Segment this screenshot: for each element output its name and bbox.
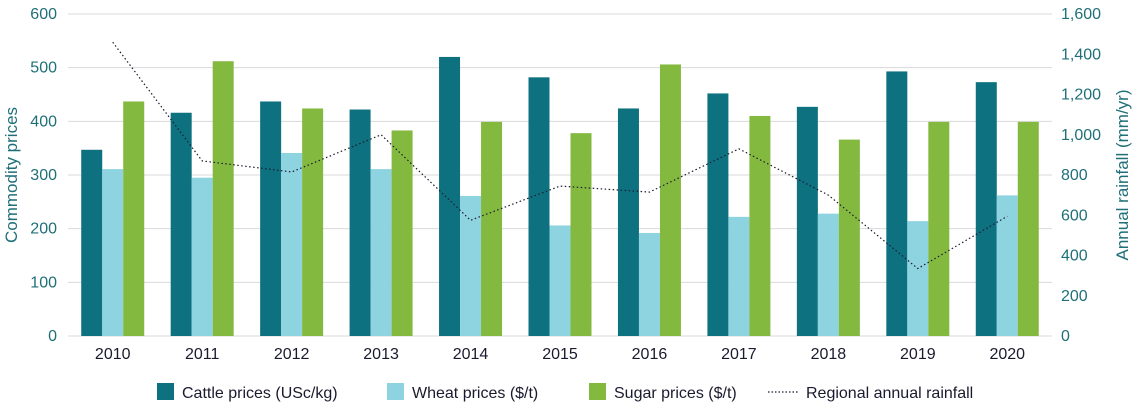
x-tick-label: 2010 [95,346,131,363]
bar-cattle [975,82,997,336]
rainfall-line-layer [112,41,1008,270]
bar-sugar [749,115,771,336]
bar-sugar [302,108,324,336]
y2-tick-label: 1,000 [1061,127,1101,144]
legend-label: Cattle prices (USc/kg) [182,385,338,402]
legend-swatch [589,383,606,400]
bar-sugar [659,64,681,337]
bar-sugar [481,121,503,337]
y2-tick-label: 800 [1061,167,1088,184]
bar-sugar [928,121,950,337]
legend-swatch [157,383,174,400]
bar-sugar [391,130,413,336]
y-tick-label: 600 [30,6,57,23]
legend-label: Wheat prices ($/t) [412,385,538,402]
y-tick-label: 200 [30,221,57,238]
bar-wheat [996,195,1018,336]
bar-cattle [439,56,461,336]
y2-axis-title: Annual rainfall (mm/yr) [1113,90,1132,261]
y-axis-title: Commodity prices [2,107,21,243]
bar-wheat [460,195,482,336]
bar-wheat [191,177,213,336]
legend-swatch [387,383,404,400]
y-tick-label: 500 [30,60,57,77]
x-tick-label: 2017 [721,346,757,363]
x-tick-label: 2019 [900,346,936,363]
left-axis-ticks: 0 100 200 300 400 500 600 [30,6,57,345]
bar-wheat [102,169,124,336]
bar-cattle [170,112,192,336]
bar-wheat [638,232,660,336]
bar-sugar [570,133,592,336]
y2-tick-label: 1,600 [1061,6,1101,23]
y2-tick-label: 1,200 [1061,87,1101,104]
x-tick-label: 2020 [989,346,1025,363]
y2-tick-label: 400 [1061,248,1088,265]
x-tick-label: 2012 [274,346,310,363]
x-tick-label: 2011 [185,346,220,363]
bar-sugar [838,139,860,336]
bar-cattle [528,77,550,337]
bar-wheat [728,216,750,336]
bar-sugar [212,61,234,337]
y2-tick-label: 0 [1061,328,1070,345]
bar-wheat [549,225,571,336]
y2-tick-label: 200 [1061,288,1088,305]
bar-wheat [281,152,303,336]
x-tick-label: 2018 [811,346,847,363]
bar-cattle [260,101,282,336]
y-tick-label: 100 [30,274,57,291]
bar-sugar [123,101,145,336]
bar-sugar [1017,121,1039,337]
x-axis-ticks: 2010 2011 2012 2013 2014 2015 2016 2017 2018 2019… [95,346,1025,363]
bars [81,56,1039,337]
rainfall-line [112,41,1008,270]
legend-label: Sugar prices ($/t) [614,385,737,402]
right-axis-ticks: 0 200 400 600 800 1,000 1,200 1,400 1,600 [1061,6,1101,345]
bar-wheat [817,213,839,336]
x-tick-label: 2015 [542,346,578,363]
x-tick-label: 2013 [363,346,399,363]
bar-cattle [796,106,818,337]
legend: Cattle prices (USc/kg) Wheat prices ($/t)… [157,383,973,402]
bar-cattle [707,93,729,336]
bar-cattle [81,149,103,336]
bar-cattle [617,108,639,336]
bar-wheat [907,221,929,336]
y-tick-label: 300 [30,167,57,184]
bar-cattle [886,71,908,336]
y-tick-label: 400 [30,113,57,130]
x-tick-label: 2016 [632,346,668,363]
y2-tick-label: 1,400 [1061,46,1101,63]
y2-tick-label: 600 [1061,207,1088,224]
bar-wheat [370,169,392,336]
y-tick-label: 0 [48,328,57,345]
bar-cattle [349,109,371,336]
x-tick-label: 2014 [453,346,489,363]
legend-label: Regional annual rainfall [806,385,973,402]
